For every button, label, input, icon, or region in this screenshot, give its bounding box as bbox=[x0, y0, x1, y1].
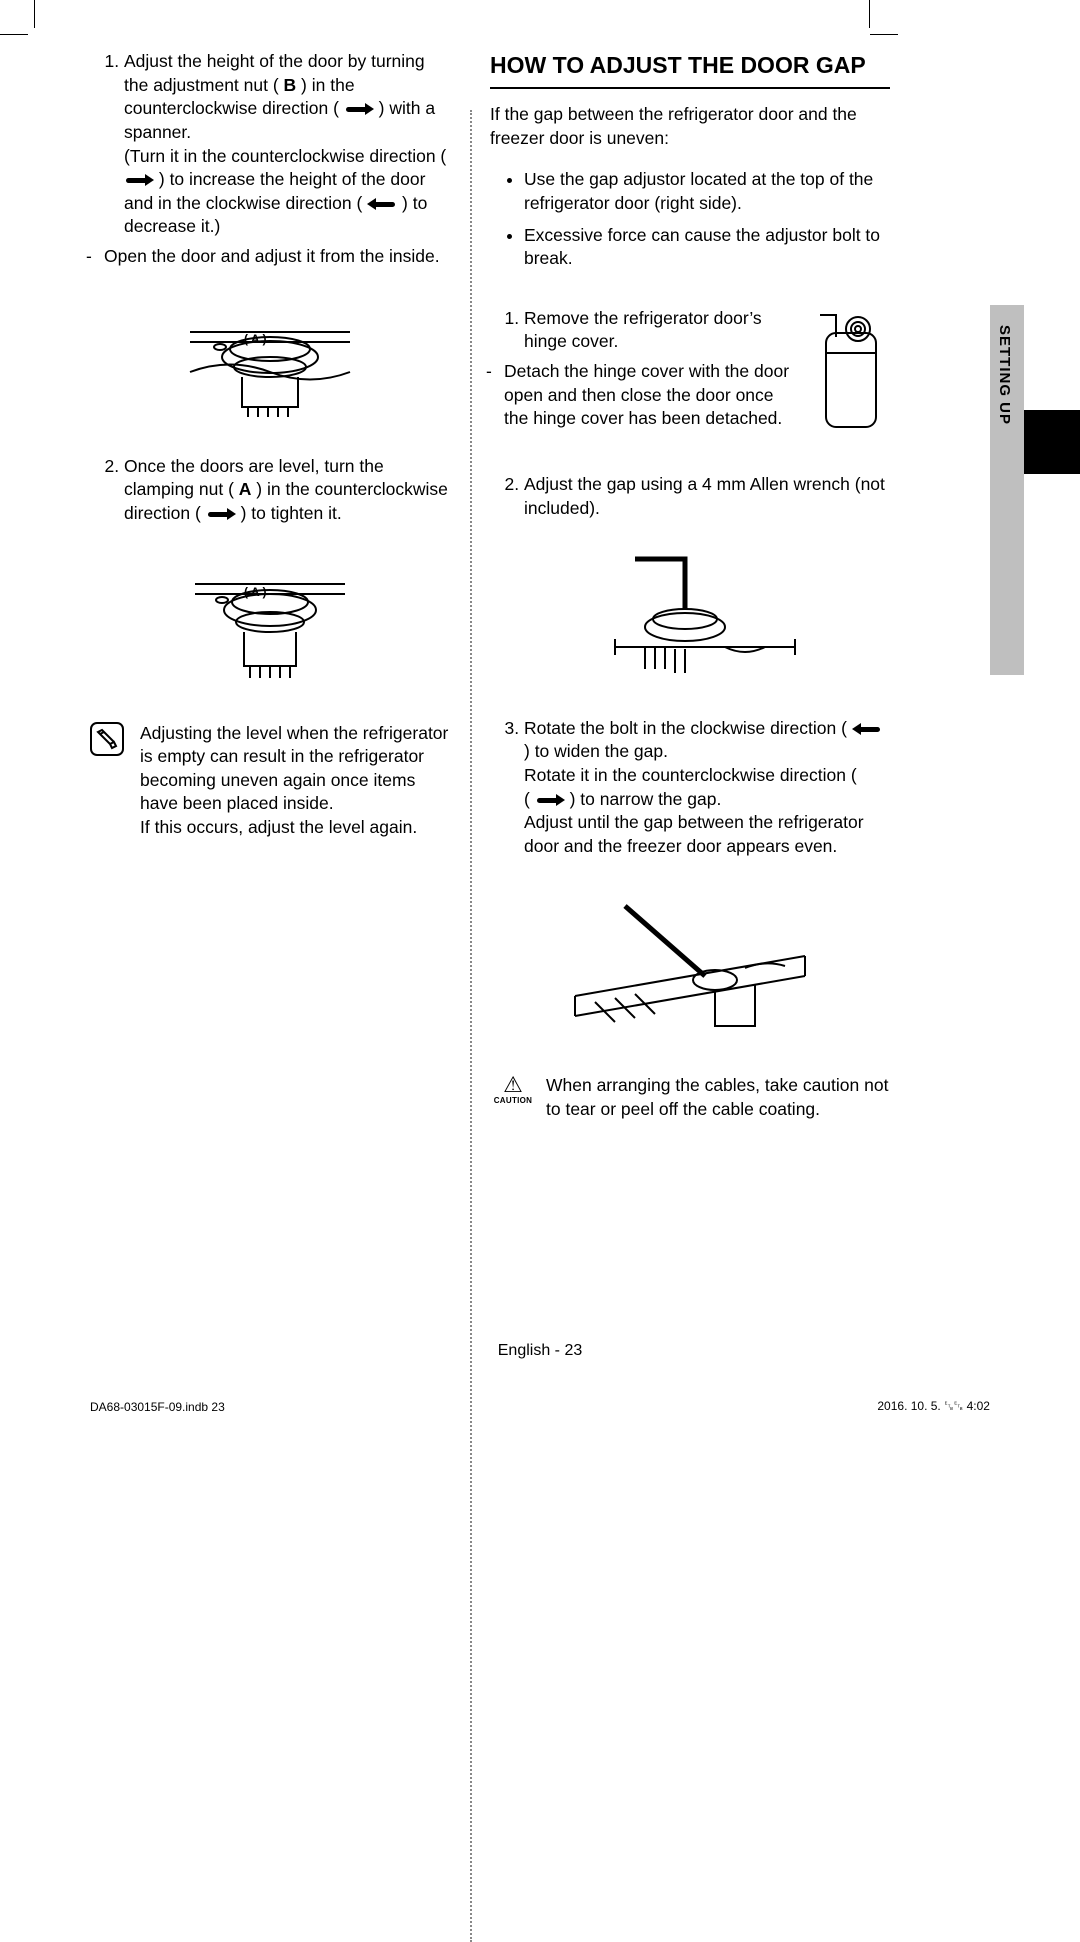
arrow-ccw-icon bbox=[535, 793, 565, 807]
caution-text: When arranging the cables, take caution … bbox=[546, 1074, 890, 1121]
left-step-2: Once the doors are level, turn the clamp… bbox=[124, 455, 450, 526]
text: ) bbox=[154, 169, 170, 189]
right-step-2: Adjust the gap using a 4 mm Allen wrench… bbox=[524, 473, 890, 520]
text: ) to widen the gap. bbox=[524, 741, 668, 761]
left-dash-1: Open the door and adjust it from the ins… bbox=[104, 245, 450, 269]
right-step-1: Remove the refrigerator door’s hinge cov… bbox=[524, 307, 800, 354]
figure-hinge-cover bbox=[812, 307, 890, 444]
note-text-1: Adjusting the level when the refrigerato… bbox=[140, 722, 450, 817]
section-heading: HOW TO ADJUST THE DOOR GAP bbox=[490, 50, 890, 89]
text: ) to narrow the gap. bbox=[565, 789, 722, 809]
text: Adjust the height of the door by turning… bbox=[124, 51, 425, 95]
arrow-cw-icon bbox=[852, 722, 882, 736]
right-step-1-dash: Detach the hinge cover with the door ope… bbox=[504, 360, 800, 431]
footer-date: 2016. 10. 5. ␗␗ 4:02 bbox=[877, 1399, 990, 1414]
intro-text: If the gap between the refrigerator door… bbox=[490, 103, 890, 150]
note-icon bbox=[90, 722, 124, 840]
text: Adjust until the gap between the refrige… bbox=[524, 812, 864, 856]
arrow-cw-icon bbox=[367, 197, 397, 211]
column-divider bbox=[470, 110, 472, 1942]
figure-hinge-2: ( A ) bbox=[90, 544, 450, 694]
side-tab: SETTING UP bbox=[990, 305, 1080, 675]
side-tab-label: SETTING UP bbox=[996, 325, 1013, 425]
caution-label: CAUTION bbox=[490, 1096, 536, 1107]
text: (Turn it in the counterclockwise directi… bbox=[124, 146, 446, 166]
text: Rotate it in the counterclockwise direct… bbox=[524, 765, 857, 785]
footer-page: English - 23 bbox=[90, 1342, 990, 1360]
figure-bolt-adjust bbox=[490, 876, 890, 1046]
text: Rotate the bolt in the clockwise directi… bbox=[524, 718, 852, 738]
arrow-ccw-icon bbox=[344, 102, 374, 116]
bullet-2: Excessive force can cause the adjustor b… bbox=[524, 224, 890, 271]
figure-label-A: ( A ) bbox=[244, 332, 266, 346]
note-text-2: If this occurs, adjust the level again. bbox=[140, 816, 450, 840]
figure-hinge-1: ( A ) bbox=[90, 287, 450, 427]
footer-doc-id: DA68-03015F-09.indb 23 bbox=[90, 1400, 225, 1414]
letter-A: A bbox=[239, 479, 252, 499]
figure-allen-wrench bbox=[490, 539, 890, 689]
caution-block: ⚠ CAUTION When arranging the cables, tak… bbox=[490, 1074, 890, 1121]
note-block: Adjusting the level when the refrigerato… bbox=[90, 722, 450, 840]
arrow-ccw-icon bbox=[206, 507, 236, 521]
left-step-1: Adjust the height of the door by turning… bbox=[124, 50, 450, 239]
text: ) to tighten it. bbox=[236, 503, 342, 523]
bullet-1: Use the gap adjustor located at the top … bbox=[524, 168, 890, 215]
letter-B: B bbox=[284, 75, 297, 95]
right-step-3: Rotate the bolt in the clockwise directi… bbox=[524, 717, 890, 859]
figure-label-A: ( A ) bbox=[244, 585, 266, 599]
arrow-ccw-icon bbox=[124, 173, 154, 187]
caution-icon: ⚠ bbox=[490, 1074, 536, 1096]
